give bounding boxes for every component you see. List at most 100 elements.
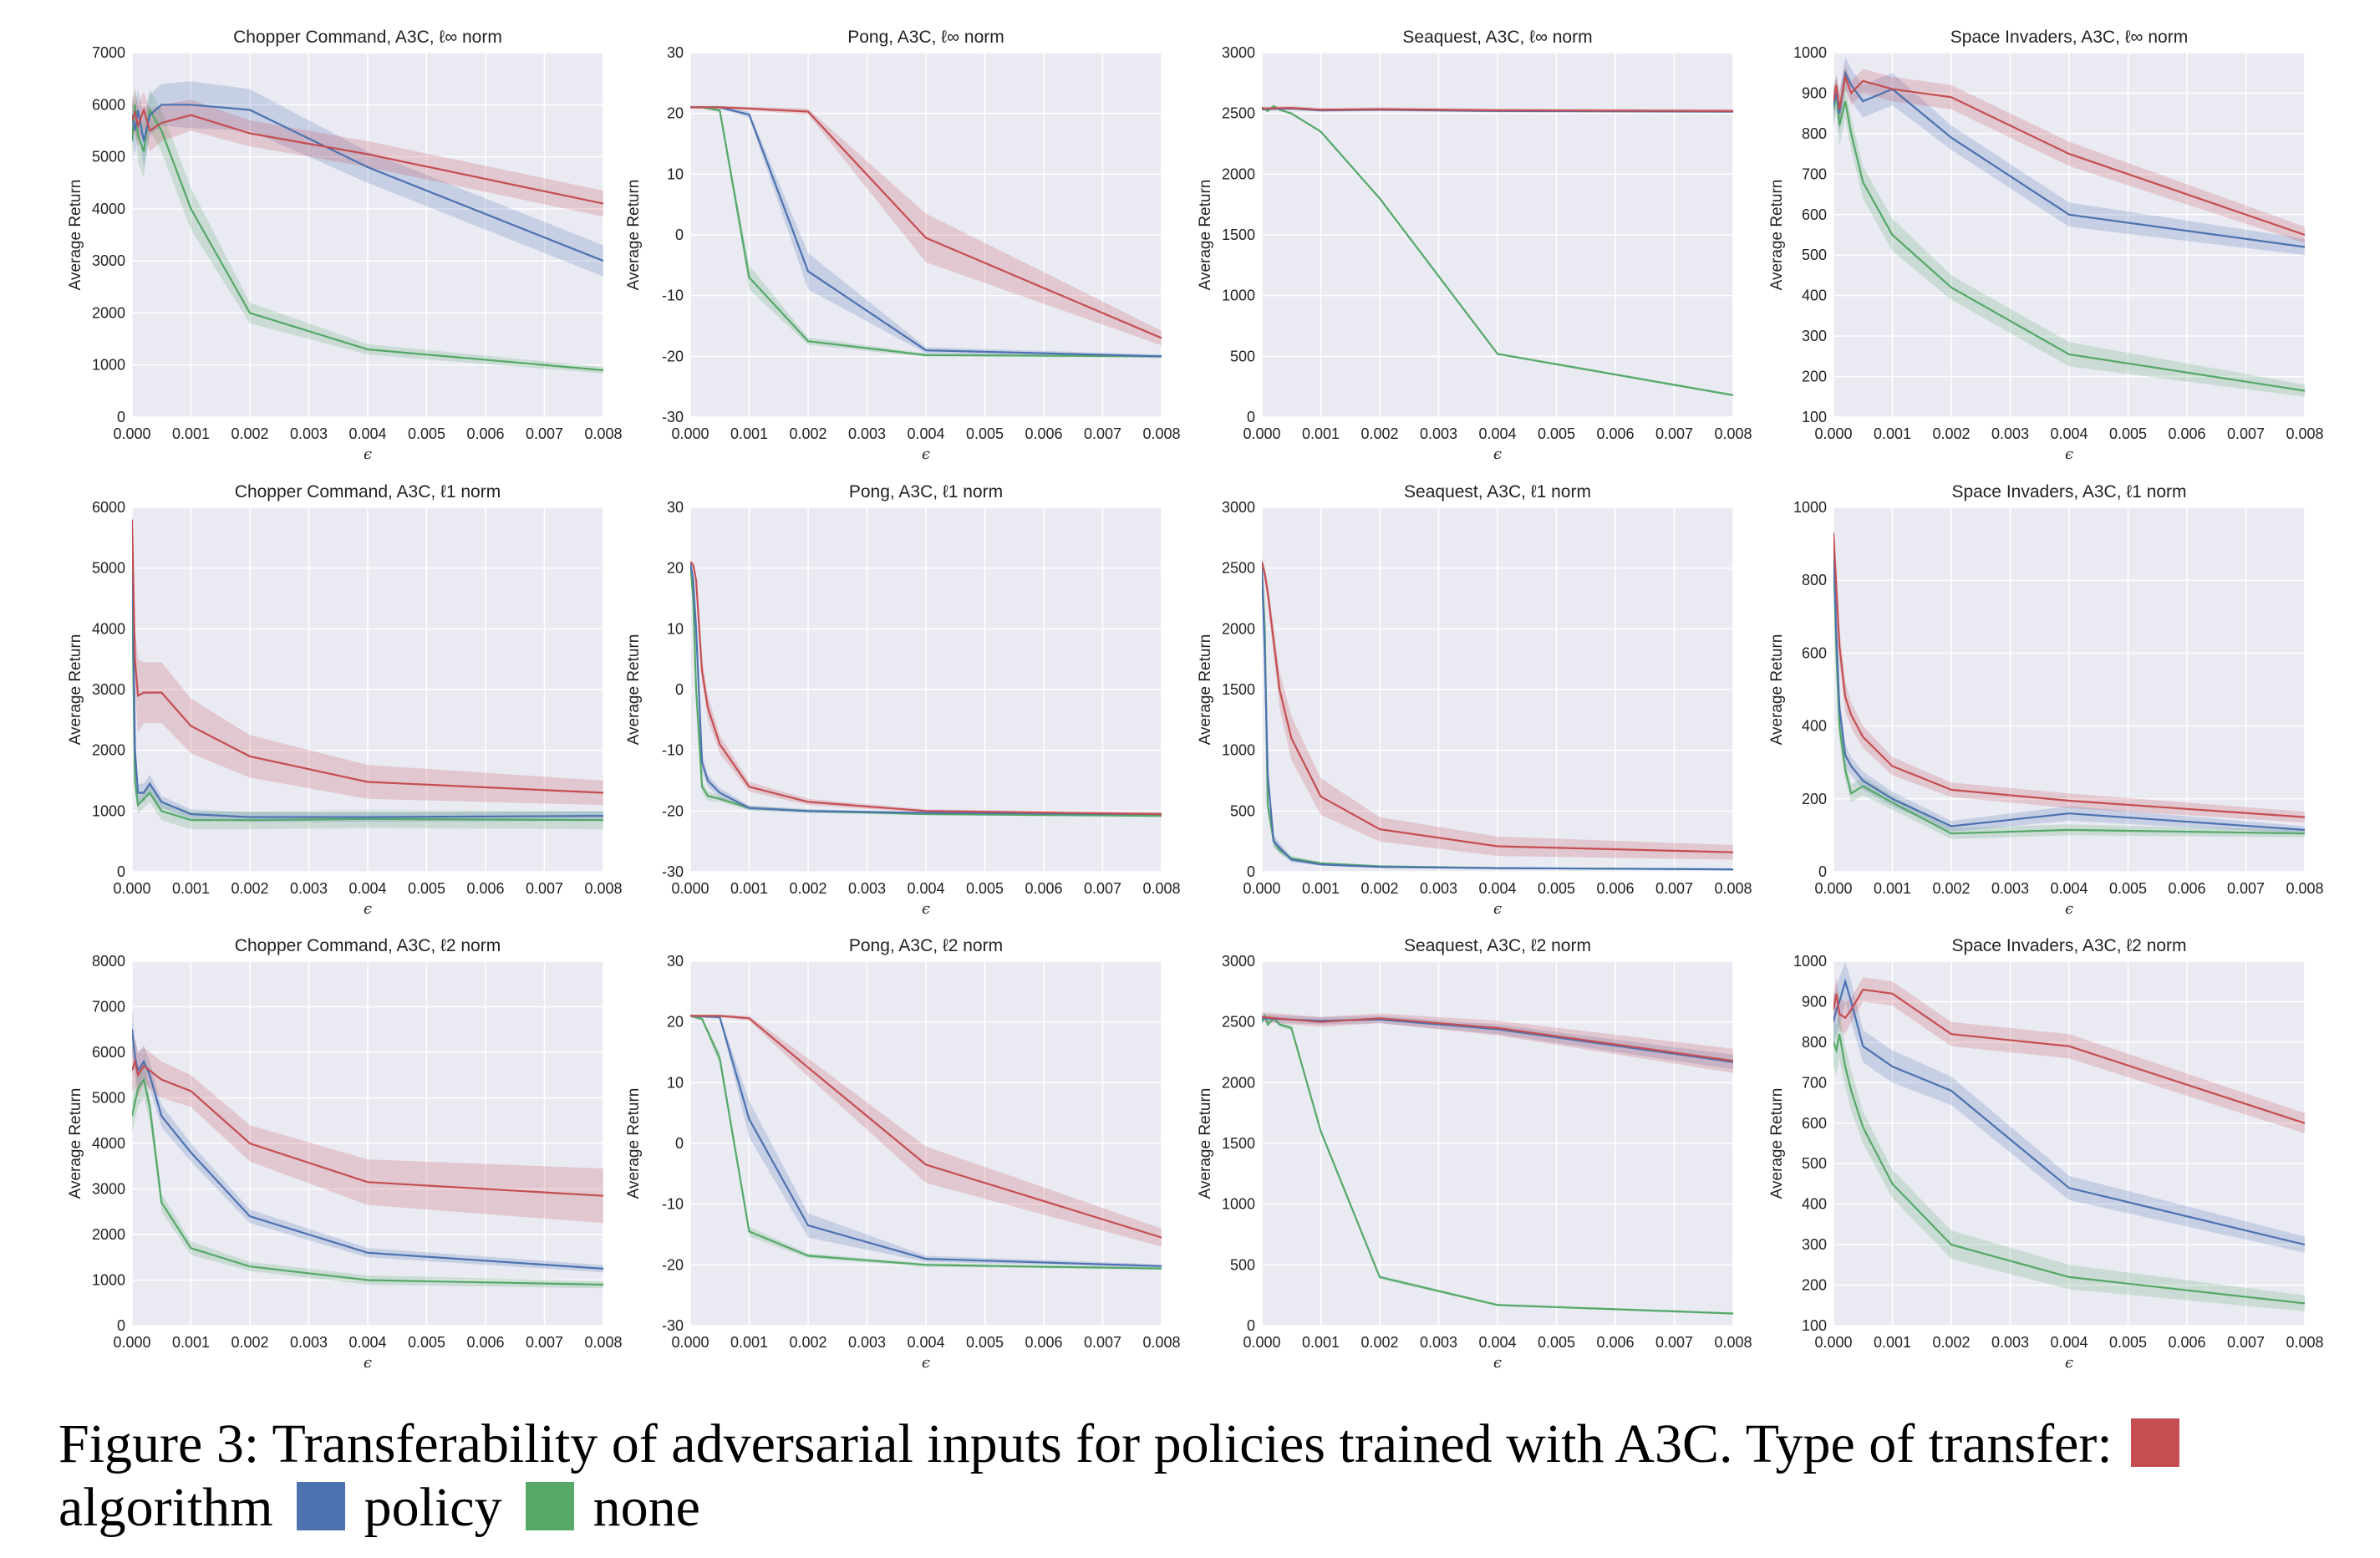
y-tick-label: -30 <box>662 863 684 880</box>
x-tick-label: 0.008 <box>2286 425 2323 442</box>
x-tick-label: 0.005 <box>1538 1334 1575 1351</box>
x-tick-label: 0.000 <box>1243 1334 1280 1351</box>
x-tick-label: 0.001 <box>172 880 210 897</box>
x-axis-label: ϵ <box>1493 446 1502 463</box>
chart-title: Space Invaders, A3C, ℓ1 norm <box>1951 482 2186 502</box>
y-tick-label: 5000 <box>92 1090 125 1107</box>
y-tick-label: -20 <box>662 348 684 364</box>
y-tick-label: 1000 <box>1793 499 1827 516</box>
series-line-policy <box>690 562 1162 816</box>
x-tick-label: 0.003 <box>290 1334 328 1351</box>
x-tick-label: 0.003 <box>1991 880 2029 897</box>
y-tick-label: 400 <box>1802 1196 1827 1213</box>
series-line-none <box>132 592 603 822</box>
chart-panel-4: 0.000 0.001 0.002 0.003 0.004 0.005 0.006 0.007… <box>1768 28 2324 463</box>
chart-panel-5: 0.000 0.001 0.002 0.003 0.004 0.005 0.006 0.007… <box>67 482 623 918</box>
legend-label-algorithm: algorithm <box>58 1477 273 1538</box>
series-line-policy <box>132 537 603 818</box>
x-tick-label: 0.004 <box>907 1334 944 1351</box>
series-line-algorithm <box>1262 106 1733 112</box>
legend-swatch-policy <box>297 1482 346 1530</box>
x-tick-label: 0.007 <box>1655 1334 1693 1351</box>
x-tick-label: 0.001 <box>1874 880 1911 897</box>
legend-label-none: none <box>592 1477 700 1538</box>
y-tick-label: 2000 <box>92 1226 125 1243</box>
y-tick-label: 0 <box>1247 409 1255 425</box>
y-tick-label: 5000 <box>92 149 125 165</box>
y-tick-label: 2500 <box>1222 1014 1255 1031</box>
series-line-none <box>132 1077 603 1286</box>
y-tick-label: 0 <box>675 1135 684 1152</box>
y-tick-label: 20 <box>667 1014 684 1031</box>
figure-caption: Figure 3: Transferability of adversarial… <box>58 1413 2348 1540</box>
y-tick-label: 10 <box>667 1074 684 1091</box>
chart-title: Space Invaders, A3C, ℓ∞ norm <box>1950 28 2188 47</box>
chart-title: Pong, A3C, ℓ∞ norm <box>847 28 1004 47</box>
y-tick-label: 300 <box>1802 328 1827 344</box>
y-tick-label: 400 <box>1802 718 1827 735</box>
chart-panel-8: 0.000 0.001 0.002 0.003 0.004 0.005 0.006 0.007… <box>1768 482 2324 918</box>
y-tick-label: 0 <box>117 1317 125 1334</box>
y-axis-label: Average Return <box>1197 634 1214 746</box>
x-tick-label: 0.006 <box>2168 1334 2205 1351</box>
y-tick-label: -10 <box>662 742 684 759</box>
x-tick-label: 0.008 <box>2286 1334 2323 1351</box>
y-tick-label: -30 <box>662 1317 684 1334</box>
chart-panel-11: 0.000 0.001 0.002 0.003 0.004 0.005 0.006 0.007… <box>1197 936 1752 1372</box>
x-tick-label: 0.000 <box>1814 1334 1852 1351</box>
x-axis-label: ϵ <box>364 900 372 918</box>
x-tick-label: 0.007 <box>1084 1334 1121 1351</box>
x-tick-label: 0.004 <box>348 1334 386 1351</box>
y-axis-label: Average Return <box>67 180 84 291</box>
y-tick-label: 600 <box>1802 1115 1827 1132</box>
x-tick-label: 0.005 <box>408 425 445 442</box>
y-tick-label: 1000 <box>92 1272 125 1289</box>
y-axis-label: Average Return <box>625 180 643 291</box>
y-tick-label: 2000 <box>1222 1074 1255 1091</box>
x-axis-label: ϵ <box>2065 446 2073 463</box>
x-tick-label: 0.005 <box>2109 425 2147 442</box>
y-tick-label: 30 <box>667 499 684 516</box>
chart-panel-1: 0.000 0.001 0.002 0.003 0.004 0.005 0.006 0.007… <box>67 28 623 463</box>
x-tick-label: 0.007 <box>2227 1334 2265 1351</box>
y-tick-label: 20 <box>667 560 684 577</box>
x-tick-label: 0.007 <box>526 1334 563 1351</box>
x-tick-label: 0.006 <box>1596 880 1634 897</box>
y-tick-label: -30 <box>662 409 684 425</box>
y-tick-label: 0 <box>1818 863 1827 880</box>
series-band-algorithm <box>690 105 1162 346</box>
x-axis-label: ϵ <box>2065 900 2073 918</box>
y-tick-label: 4000 <box>92 201 125 217</box>
series-line-algorithm <box>1262 1016 1733 1062</box>
series-line-algorithm <box>1833 988 2305 1124</box>
x-tick-label: 0.002 <box>231 880 268 897</box>
y-tick-label: -10 <box>662 1196 684 1213</box>
y-tick-label: 200 <box>1802 369 1827 385</box>
x-tick-label: 0.000 <box>671 425 709 442</box>
x-tick-label: 0.008 <box>1714 1334 1752 1351</box>
x-tick-label: 0.008 <box>1142 425 1180 442</box>
y-axis-label: Average Return <box>1197 1088 1214 1199</box>
y-axis-label: Average Return <box>1768 180 1786 291</box>
series-line-none <box>690 1015 1162 1270</box>
y-tick-label: 30 <box>667 953 684 970</box>
x-tick-label: 0.000 <box>671 880 709 897</box>
x-tick-label: 0.007 <box>2227 425 2265 442</box>
y-tick-label: 2000 <box>92 742 125 759</box>
x-tick-label: 0.002 <box>1360 425 1398 442</box>
series-band-algorithm <box>690 1014 1162 1247</box>
legend-swatch-algorithm <box>2131 1418 2180 1467</box>
y-tick-label: 8000 <box>92 953 125 970</box>
series-line-algorithm <box>1833 532 2305 818</box>
x-tick-label: 0.000 <box>113 1334 150 1351</box>
x-tick-label: 0.000 <box>1243 425 1280 442</box>
series-line-policy <box>1833 543 2305 831</box>
y-tick-label: 0 <box>117 409 125 425</box>
x-tick-label: 0.006 <box>1025 425 1062 442</box>
x-tick-label: 0.006 <box>1596 425 1634 442</box>
y-tick-label: 2000 <box>1222 620 1255 637</box>
chart-panel-3: 0.000 0.001 0.002 0.003 0.004 0.005 0.006 0.007… <box>1197 28 1752 463</box>
x-tick-label: 0.005 <box>966 425 1004 442</box>
chart-title: Pong, A3C, ℓ2 norm <box>849 936 1003 955</box>
y-tick-label: -20 <box>662 802 684 819</box>
